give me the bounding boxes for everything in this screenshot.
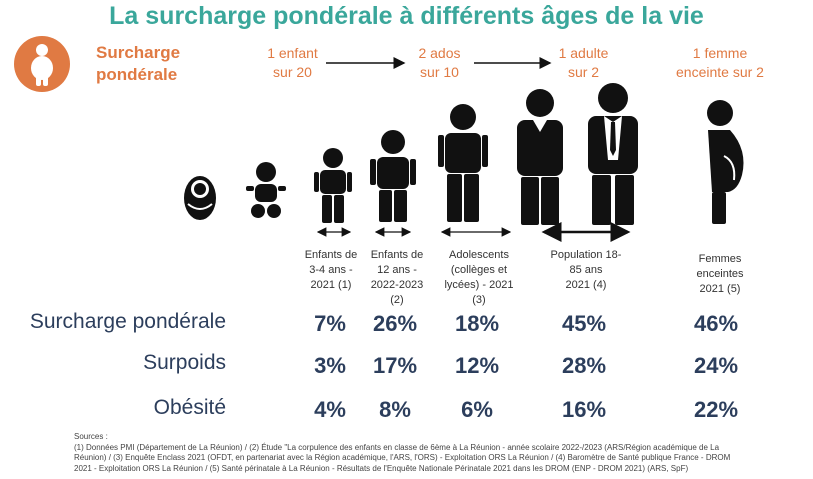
column-label-line: Enfants de bbox=[304, 249, 358, 261]
ratio-line: 2 ados bbox=[418, 45, 461, 61]
ratio-line: 1 adulte bbox=[558, 45, 609, 61]
column-label-line: 2021 (5) bbox=[699, 283, 741, 295]
value-cell: 17% bbox=[372, 353, 418, 378]
value-cell: 26% bbox=[372, 311, 418, 336]
sources-footnote: Sources : (1) Données PMI (Département d… bbox=[74, 432, 774, 474]
ratio-pregnant: 1 femme enceinte sur 2 bbox=[660, 44, 780, 82]
adolescent-icon bbox=[438, 104, 488, 222]
value-cell: 12% bbox=[454, 353, 500, 378]
adult-man-icon bbox=[517, 89, 563, 225]
value-cell: 6% bbox=[461, 397, 493, 422]
legend-line-1: Surcharge bbox=[96, 43, 181, 62]
value-cell: 45% bbox=[561, 311, 607, 336]
column-label-line: lycées) - 2021 bbox=[444, 279, 514, 291]
pregnant-woman-icon bbox=[707, 100, 744, 224]
baby-icon bbox=[184, 176, 216, 220]
column-label-line: 2021 (1) bbox=[310, 279, 352, 291]
legend-line-2: pondérale bbox=[96, 65, 178, 84]
column-label-line: (collèges et bbox=[450, 264, 508, 276]
column-label-adults: Population 18- 85 ans 2021 (4) bbox=[538, 248, 634, 293]
column-label-line: Population 18- bbox=[550, 249, 622, 261]
ratio-line: enceinte sur 2 bbox=[676, 64, 764, 80]
column-label-line: 12 ans - bbox=[377, 264, 417, 276]
row-label-surpoids: Surpoids bbox=[143, 351, 226, 374]
value-cell: 7% bbox=[314, 311, 346, 336]
column-label-line: enceintes bbox=[696, 268, 744, 280]
value-cell: 22% bbox=[693, 397, 739, 422]
overweight-person-icon-svg bbox=[31, 44, 53, 86]
ratio-adults: 1 adulte sur 2 bbox=[536, 44, 631, 82]
legend-label: Surcharge pondérale bbox=[96, 42, 216, 86]
ratio-teens: 2 ados sur 10 bbox=[392, 44, 487, 82]
column-label-line: 2021 (4) bbox=[565, 279, 607, 291]
value-cell: 16% bbox=[561, 397, 607, 422]
value-cell: 28% bbox=[561, 353, 607, 378]
column-label-preteens: Enfants de 12 ans - 2022-2023 (2) bbox=[362, 248, 432, 308]
page-title: La surcharge pondérale à différents âges… bbox=[109, 2, 704, 30]
ratio-line: sur 20 bbox=[273, 64, 312, 80]
value-cell: 4% bbox=[314, 397, 346, 422]
value-cell: 24% bbox=[693, 353, 739, 378]
column-label-line: (2) bbox=[390, 294, 404, 306]
value-cell: 18% bbox=[454, 311, 500, 336]
value-cell: 46% bbox=[693, 311, 739, 336]
column-label-line: 3-4 ans - bbox=[309, 264, 353, 276]
preteen-icon bbox=[370, 130, 416, 222]
ratio-children: 1 enfant sur 20 bbox=[245, 44, 340, 82]
column-label-children: Enfants de 3-4 ans - 2021 (1) bbox=[296, 248, 366, 293]
row-label-surcharge: Surcharge pondérale bbox=[29, 310, 226, 333]
column-label-line: 85 ans bbox=[569, 264, 603, 276]
figures-illustration bbox=[184, 57, 744, 242]
ratio-line: 1 enfant bbox=[267, 45, 318, 61]
adult-man-tie-icon bbox=[588, 83, 638, 225]
overweight-person-icon bbox=[14, 36, 70, 92]
sources-line: 2021 - Exploitation ORS La Réunion / (5)… bbox=[74, 463, 689, 473]
column-label-pregnant: Femmes enceintes 2021 (5) bbox=[680, 252, 760, 297]
sources-line: (1) Données PMI (Département de La Réuni… bbox=[74, 442, 720, 452]
sources-line: Sources : bbox=[74, 432, 108, 441]
column-label-adolescents: Adolescents (collèges et lycées) - 2021 … bbox=[434, 248, 524, 308]
sources-line: Réunion) / (3) Enquête Enclass 2021 (OFD… bbox=[74, 453, 731, 462]
ratio-line: 1 femme bbox=[692, 45, 748, 61]
ratio-line: sur 10 bbox=[420, 64, 459, 80]
ratio-line: sur 2 bbox=[567, 64, 600, 80]
row-label-obesite: Obésité bbox=[153, 396, 226, 419]
child-icon bbox=[314, 148, 352, 223]
column-label-line: Femmes bbox=[698, 253, 742, 265]
value-cell: 3% bbox=[314, 353, 346, 378]
toddler-icon bbox=[246, 162, 286, 218]
column-label-line: Adolescents bbox=[449, 249, 509, 261]
value-cell: 8% bbox=[379, 397, 411, 422]
column-label-line: Enfants de bbox=[370, 249, 424, 261]
column-label-line: 2022-2023 bbox=[370, 279, 424, 291]
column-label-line: (3) bbox=[472, 294, 486, 306]
